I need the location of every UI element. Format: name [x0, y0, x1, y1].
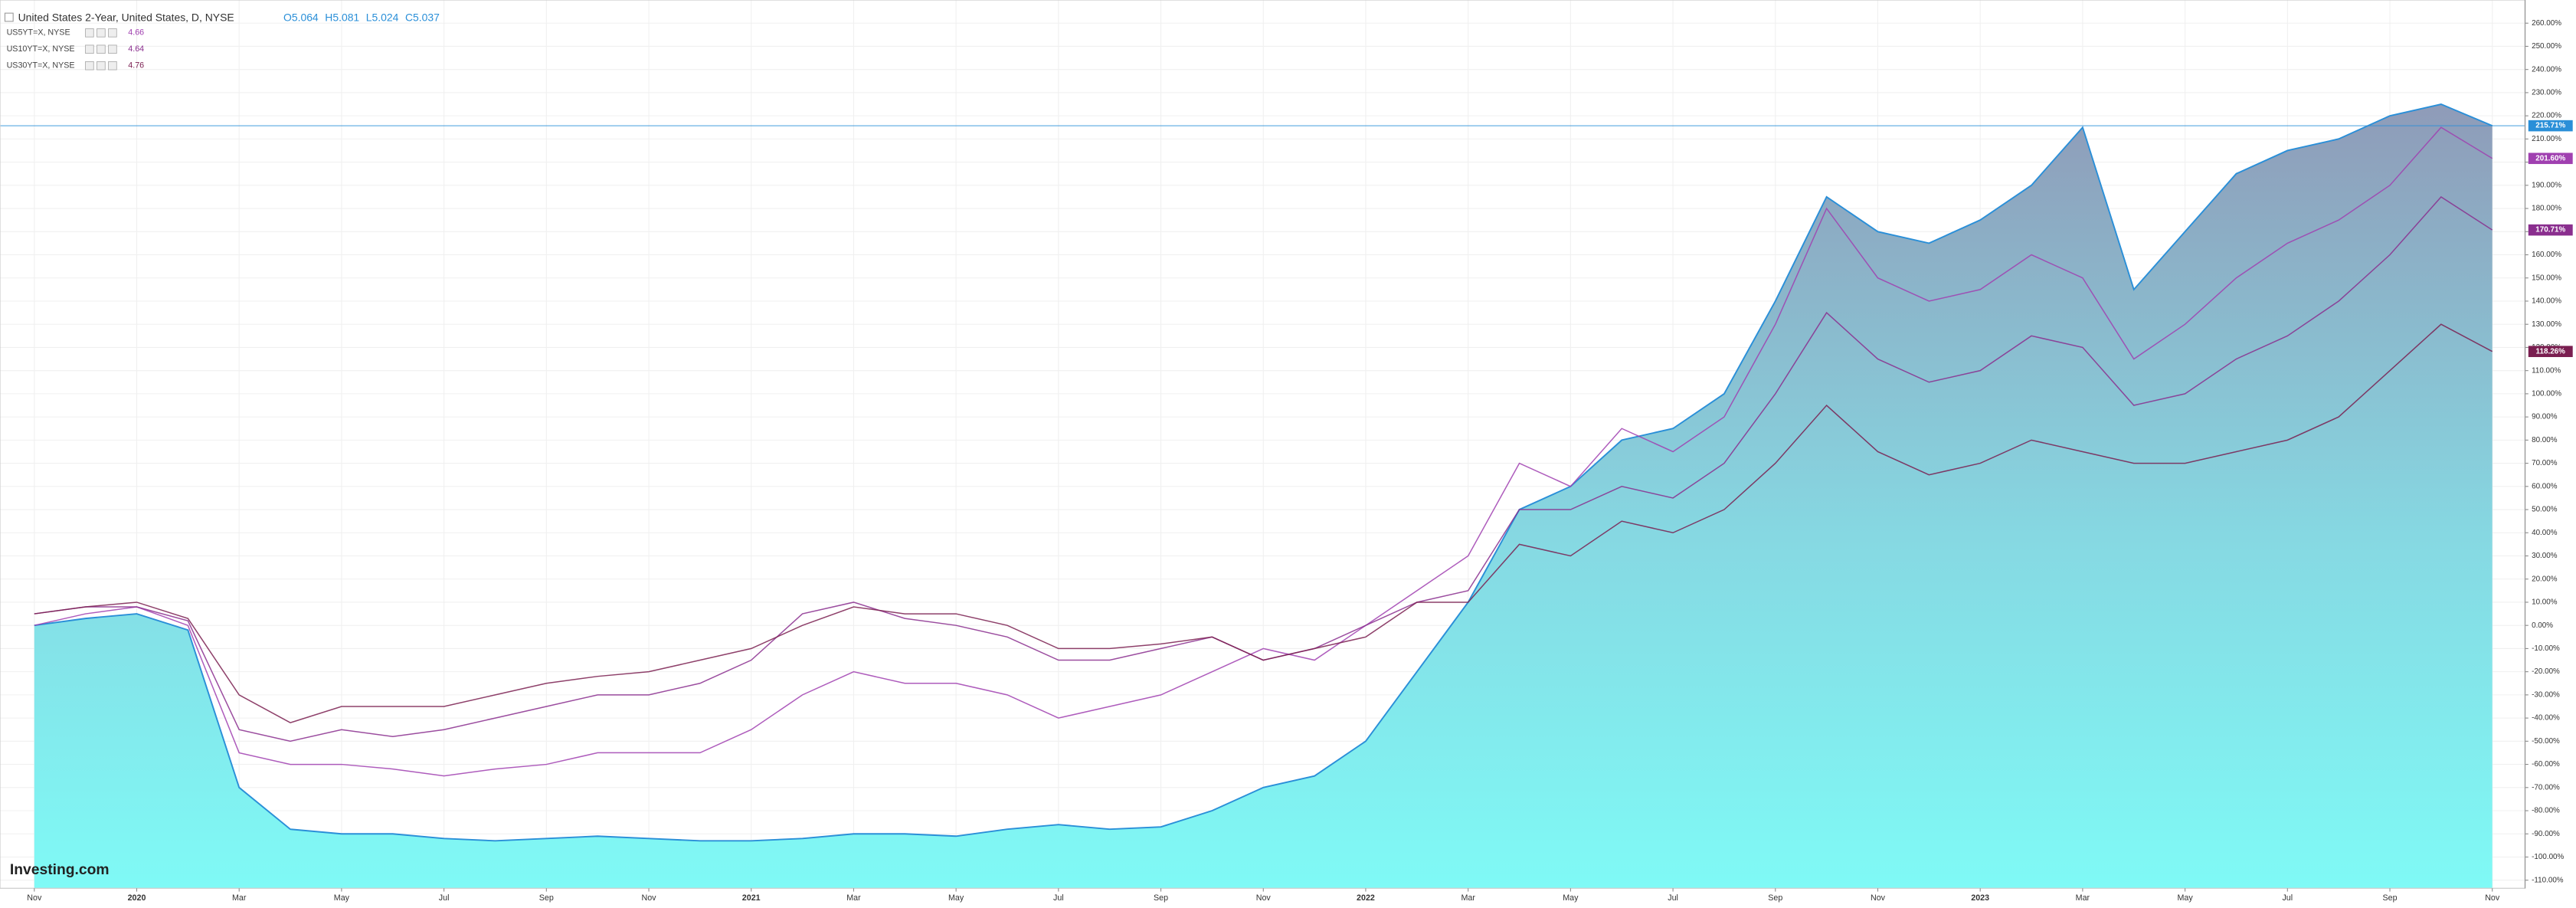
y-tick-label: 30.00%: [2532, 552, 2558, 560]
ohlc-value: H5.081: [325, 11, 359, 23]
y-tick-label: -70.00%: [2532, 783, 2560, 792]
axes: 260.00% 250.00% 240.00% 230.00% 220.00% 210.0…: [27, 0, 2573, 903]
y-tick-label: 160.00%: [2532, 251, 2561, 259]
y-tick-label: 250.00%: [2532, 42, 2561, 51]
ohlc-value: C5.037: [405, 11, 440, 23]
legend-icon: [108, 44, 117, 54]
legend-icon: [97, 61, 106, 70]
y-tick-label: 70.00%: [2532, 459, 2558, 467]
x-tick-label: Sep: [2382, 893, 2397, 903]
x-tick-label: Sep: [1154, 893, 1168, 903]
y-tick-label: 260.00%: [2532, 19, 2561, 28]
y-tick-label: 50.00%: [2532, 506, 2558, 514]
series-line: [34, 103, 2493, 842]
y-tick-label: -50.00%: [2532, 737, 2560, 746]
y-tick-label: 10.00%: [2532, 598, 2558, 607]
series-name: US30YT=X, NYSE: [7, 61, 75, 70]
series-name: US10YT=X, NYSE: [7, 44, 75, 54]
x-tick-label: Jul: [1053, 893, 1064, 903]
y-tick-label: -90.00%: [2532, 830, 2560, 838]
y-tick-label: 60.00%: [2532, 482, 2558, 490]
x-tick-label: 2022: [1357, 893, 1375, 903]
legend-icon: [97, 44, 106, 54]
x-tick-label: Nov: [1256, 893, 1272, 903]
x-tick-label: Nov: [641, 893, 656, 903]
last-value-label: 201.60%: [2535, 154, 2565, 162]
y-tick-label: -100.00%: [2532, 853, 2564, 861]
x-tick-label: Nov: [27, 893, 42, 903]
x-tick-label: May: [1563, 893, 1579, 903]
last-value-box: [2528, 120, 2573, 132]
legend-icon: [85, 44, 94, 54]
series-price: 4.76: [128, 61, 144, 70]
y-tick-label: 190.00%: [2532, 181, 2561, 189]
y-tick-label: 230.00%: [2532, 89, 2561, 97]
y-tick-label: 130.00%: [2532, 320, 2561, 329]
series-name: US5YT=X, NYSE: [7, 28, 70, 38]
ohlc-value: L5.024: [366, 11, 399, 23]
series-price: 4.66: [128, 28, 144, 38]
x-tick-label: 2023: [1971, 893, 1989, 903]
x-tick-label: Mar: [1461, 893, 1475, 903]
x-tick-label: Jul: [1668, 893, 1678, 903]
y-tick-label: -40.00%: [2532, 714, 2560, 723]
series-price: 4.64: [128, 44, 144, 54]
x-tick-label: Jul: [439, 893, 450, 903]
last-value-box: [2528, 224, 2573, 236]
x-tick-label: Mar: [846, 893, 861, 903]
watermark: Investing.com: [10, 862, 110, 878]
x-tick-label: Nov: [2485, 893, 2500, 903]
y-tick-label: -30.00%: [2532, 690, 2560, 699]
y-tick-label: -80.00%: [2532, 807, 2560, 815]
y-tick-label: 20.00%: [2532, 575, 2558, 583]
y-tick-label: 180.00%: [2532, 205, 2561, 213]
y-tick-label: -10.00%: [2532, 644, 2560, 653]
x-tick-label: Nov: [1871, 893, 1886, 903]
legend-icon: [85, 61, 94, 70]
ohlc-value: O5.064: [283, 11, 319, 23]
collapse-icon: [4, 12, 14, 22]
last-value-label: 118.26%: [2536, 347, 2566, 356]
x-tick-label: Sep: [1768, 893, 1782, 903]
y-tick-label: 150.00%: [2532, 274, 2561, 282]
last-value-box: [2528, 152, 2573, 165]
x-tick-label: May: [948, 893, 964, 903]
y-tick-label: -60.00%: [2532, 760, 2560, 769]
area: [34, 104, 2493, 889]
y-tick-label: 90.00%: [2532, 413, 2558, 421]
y-tick-label: 240.00%: [2532, 65, 2561, 74]
x-tick-label: May: [334, 893, 350, 903]
series-title: United States 2-Year, United States, D, …: [18, 11, 234, 23]
y-tick-label: 80.00%: [2532, 436, 2558, 444]
legend-icon: [108, 61, 117, 70]
y-tick-label: 110.00%: [2532, 366, 2561, 375]
x-tick-label: Jul: [2282, 893, 2293, 903]
y-tick-label: 0.00%: [2532, 621, 2553, 630]
y-tick-label: 40.00%: [2532, 529, 2558, 537]
series-line: [34, 323, 2493, 723]
y-tick-label: 140.00%: [2532, 297, 2561, 306]
plot: [0, 103, 2525, 889]
y-tick-label: -20.00%: [2532, 667, 2560, 676]
last-value-label: 215.71%: [2535, 122, 2565, 130]
x-tick-label: May: [2177, 893, 2193, 903]
last-value-label: 170.71%: [2535, 226, 2565, 234]
series-line: [34, 126, 2493, 777]
y-tick-label: 220.00%: [2532, 112, 2561, 120]
x-tick-label: Mar: [2076, 893, 2090, 903]
y-tick-label: -110.00%: [2532, 876, 2564, 884]
legend: United States 2-Year, United States, D, …: [4, 11, 440, 878]
legend-icon: [108, 28, 117, 38]
x-tick-label: 2020: [128, 893, 146, 903]
x-tick-label: 2021: [742, 893, 761, 903]
legend-icon: [85, 28, 94, 38]
x-tick-label: Mar: [232, 893, 247, 903]
x-tick-label: Sep: [539, 893, 554, 903]
y-tick-label: 210.00%: [2532, 135, 2561, 143]
last-value-box: [2528, 346, 2573, 357]
legend-icon: [97, 28, 106, 38]
y-tick-label: 100.00%: [2532, 390, 2561, 398]
